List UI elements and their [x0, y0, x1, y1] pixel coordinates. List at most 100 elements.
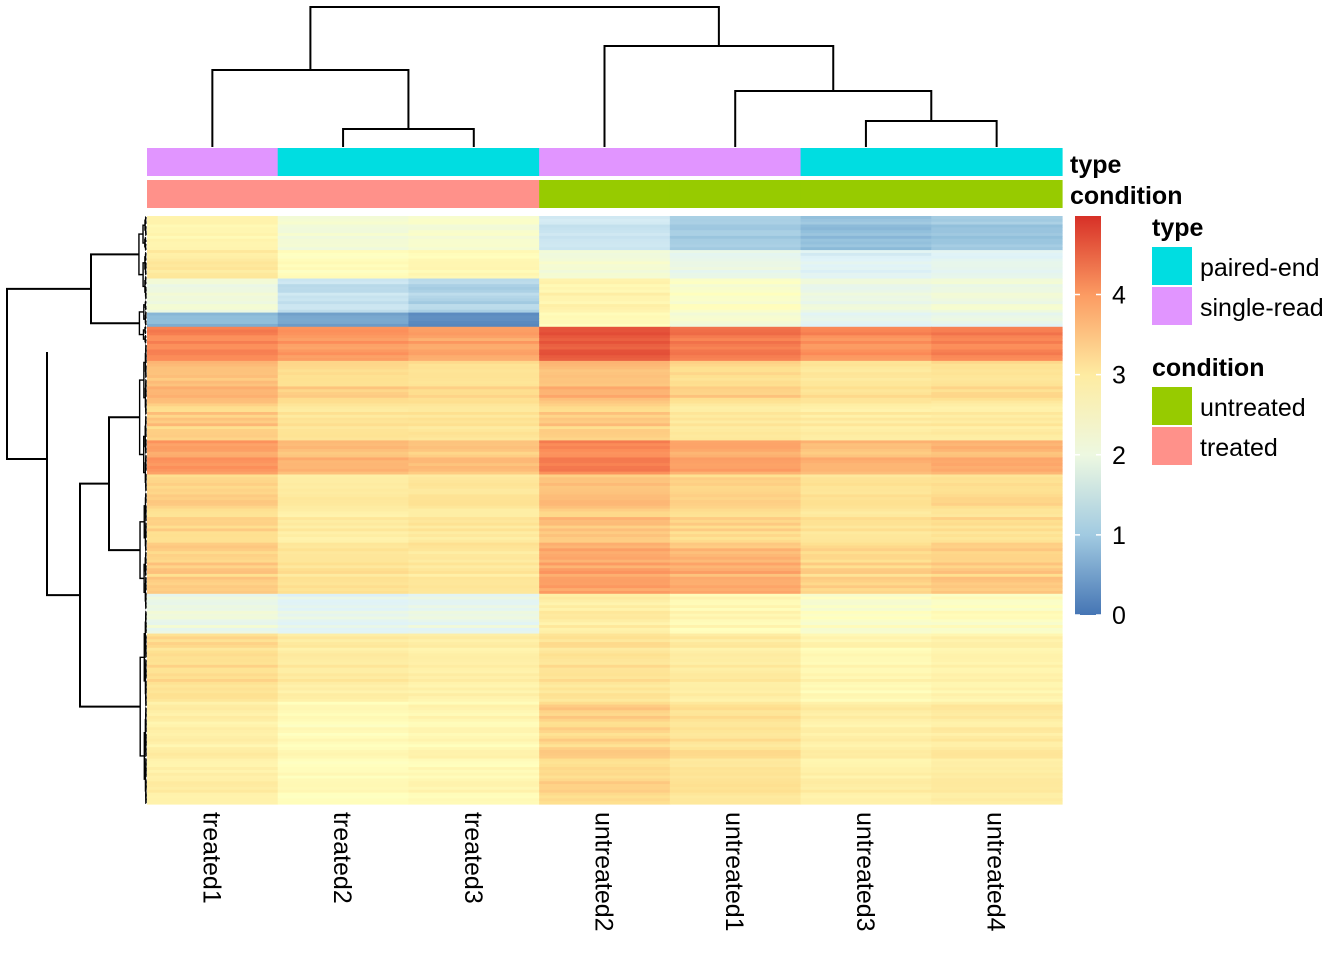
heatmap-cell	[539, 312, 671, 317]
heatmap-cell	[800, 406, 932, 410]
type-cell-untreated2	[539, 148, 671, 176]
heatmap-cell	[408, 346, 540, 351]
heatmap-cell	[931, 673, 1063, 677]
heatmap-cell	[539, 599, 671, 603]
heatmap-cell	[408, 545, 540, 549]
heatmap-cell	[931, 585, 1063, 589]
heatmap-cell	[147, 477, 279, 481]
heatmap-cell	[408, 440, 540, 444]
heatmap-cell	[800, 690, 932, 694]
heatmap-cell	[277, 480, 410, 484]
heatmap-cell	[277, 412, 410, 416]
heatmap-cell	[800, 698, 932, 703]
heatmap-cell	[669, 741, 802, 745]
heatmap-cell	[539, 295, 671, 299]
untreated-swatch	[1152, 387, 1192, 425]
heatmap-cell	[931, 781, 1063, 785]
heatmap-cell	[539, 784, 671, 788]
heatmap-cell	[669, 593, 802, 598]
heatmap-cell	[147, 556, 279, 561]
heatmap-cell	[669, 358, 802, 362]
heatmap-cell	[931, 287, 1063, 291]
heatmap-cell	[800, 613, 932, 618]
heatmap-cell	[147, 440, 279, 444]
heatmap-cell	[669, 599, 802, 603]
heatmap-cell	[931, 275, 1063, 280]
heatmap-cell	[147, 304, 279, 308]
heatmap-cell	[800, 400, 932, 405]
heatmap-cell	[147, 718, 279, 723]
heatmap-cell	[539, 781, 671, 785]
condition-cell-untreated1	[669, 180, 802, 208]
heatmap-cell	[277, 721, 410, 726]
heatmap-cell	[147, 684, 279, 689]
heatmap-cell	[147, 289, 279, 294]
heatmap-cell	[408, 568, 540, 572]
heatmap-cell	[277, 701, 410, 706]
heatmap-cell	[931, 599, 1063, 603]
heatmap-cell	[408, 664, 540, 669]
heatmap-cell	[800, 298, 932, 302]
heatmap-cell	[669, 275, 802, 280]
heatmap-cell	[931, 423, 1063, 427]
heatmap-cell	[408, 707, 540, 711]
heatmap-cell	[800, 440, 932, 444]
heatmap-cell	[539, 483, 671, 487]
heatmap-cell	[408, 309, 540, 314]
heatmap-cell	[408, 661, 540, 666]
heatmap-cell	[669, 287, 802, 291]
heatmap-cell	[931, 329, 1063, 334]
heatmap-cell	[931, 661, 1063, 666]
heatmap-cell	[539, 619, 671, 623]
heatmap-cell	[539, 633, 671, 638]
heatmap-cell	[669, 301, 802, 305]
heatmap-cell	[669, 468, 802, 473]
condition-cell-treated3	[408, 180, 540, 208]
heatmap-cell	[539, 298, 671, 302]
heatmap-cell	[931, 216, 1063, 220]
heatmap-cell	[147, 610, 279, 615]
heatmap-cell	[408, 730, 540, 734]
heatmap-cell	[539, 505, 671, 510]
heatmap-cell	[539, 568, 671, 572]
heatmap-cell	[539, 681, 671, 686]
heatmap-cell	[931, 801, 1063, 805]
heatmap-cell	[800, 605, 932, 609]
heatmap-cell	[539, 468, 671, 473]
heatmap-cell	[539, 792, 671, 797]
heatmap-cell	[147, 417, 279, 422]
heatmap-cell	[277, 769, 410, 774]
heatmap-cell	[931, 758, 1063, 762]
heatmap-cell	[539, 539, 671, 544]
heatmap-cell	[539, 252, 671, 257]
heatmap-cell	[800, 292, 932, 297]
heatmap-cell	[277, 633, 410, 638]
heatmap-cell	[800, 355, 932, 359]
heatmap-cell	[408, 451, 540, 456]
heatmap-cell	[539, 389, 671, 393]
heatmap-cell	[539, 590, 671, 595]
heatmap-cell	[147, 608, 279, 612]
heatmap-cell	[931, 636, 1063, 640]
heatmap-cell	[277, 346, 410, 351]
color-scale-bar	[1075, 216, 1101, 615]
heatmap-cell	[408, 755, 540, 760]
heatmap-cell	[408, 639, 540, 643]
heatmap-cell	[147, 321, 279, 325]
heatmap-cell	[408, 358, 540, 362]
heatmap-cell	[147, 772, 279, 777]
heatmap-cell	[800, 267, 932, 271]
heatmap-cell	[277, 602, 410, 606]
heatmap-cell	[408, 216, 540, 220]
heatmap-cell	[539, 375, 671, 379]
heatmap-cell	[539, 275, 671, 280]
heatmap-cell	[539, 369, 671, 373]
heatmap-cell	[147, 474, 279, 478]
heatmap-cell	[800, 465, 932, 470]
heatmap-cell	[931, 727, 1063, 731]
heatmap-cell	[147, 730, 279, 734]
heatmap-cell	[669, 278, 802, 282]
heatmap-cell	[408, 463, 540, 467]
heatmap-cell	[931, 653, 1063, 657]
heatmap-cell	[147, 579, 279, 584]
